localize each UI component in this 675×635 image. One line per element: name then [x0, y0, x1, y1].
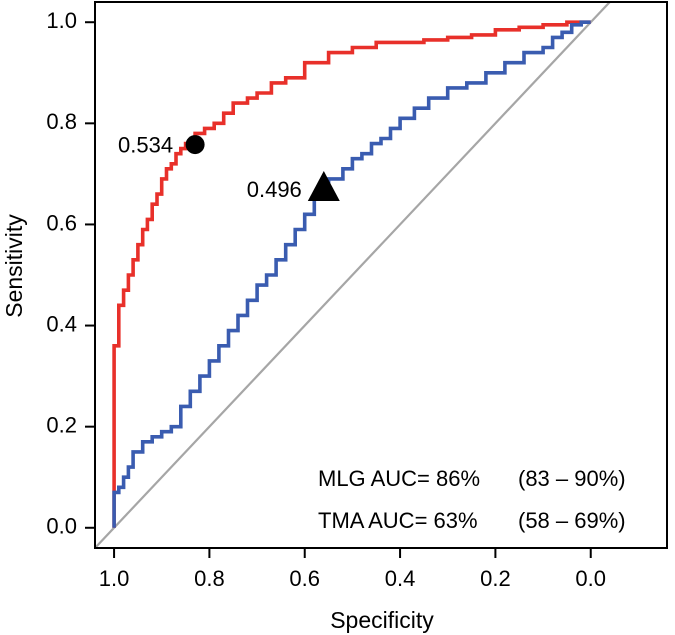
y-tick-label: 0.6	[46, 210, 77, 235]
plot-area: 0.534 0.496	[95, 2, 612, 548]
x-tick-label: 0.2	[480, 566, 511, 591]
x-tick-label: 0.6	[289, 566, 320, 591]
axes: 1.0 0.8 0.6 0.4 0.2 0.0 0.0 0.2 0.4 0.6 0.8 1.0	[46, 1, 668, 591]
y-axis-title: Sensitivity	[1, 214, 27, 318]
threshold-label-mlg: 0.534	[118, 132, 173, 157]
y-tick-label: 0.8	[46, 109, 77, 134]
plot-frame	[94, 1, 668, 549]
x-tick-label: 0.8	[194, 566, 225, 591]
legend-ci-mlg: (83 – 90%)	[518, 466, 626, 491]
legend-ci-tma: (58 – 69%)	[518, 508, 626, 533]
x-tick-label: 0.4	[385, 566, 416, 591]
y-tick-label: 0.0	[46, 514, 77, 539]
threshold-marker-circle	[185, 135, 205, 155]
roc-curve-tma	[112, 20, 591, 528]
threshold-label-tma: 0.496	[247, 177, 302, 202]
y-tick-label: 1.0	[46, 8, 77, 33]
legend-label-tma: TMA AUC= 63%	[318, 508, 478, 533]
x-tick-label: 0.0	[575, 566, 606, 591]
legend-label-mlg: MLG AUC= 86%	[318, 466, 480, 491]
legend: MLG AUC= 86% (83 – 90%) TMA AUC= 63% (58…	[318, 466, 626, 533]
diagonal-reference-line	[95, 2, 612, 548]
x-tick-label: 1.0	[99, 566, 130, 591]
y-tick-label: 0.4	[46, 311, 77, 336]
threshold-marker-triangle	[307, 171, 340, 202]
roc-curve-mlg	[112, 20, 591, 528]
x-axis-title: Specificity	[330, 607, 434, 633]
y-tick-label: 0.2	[46, 412, 77, 437]
